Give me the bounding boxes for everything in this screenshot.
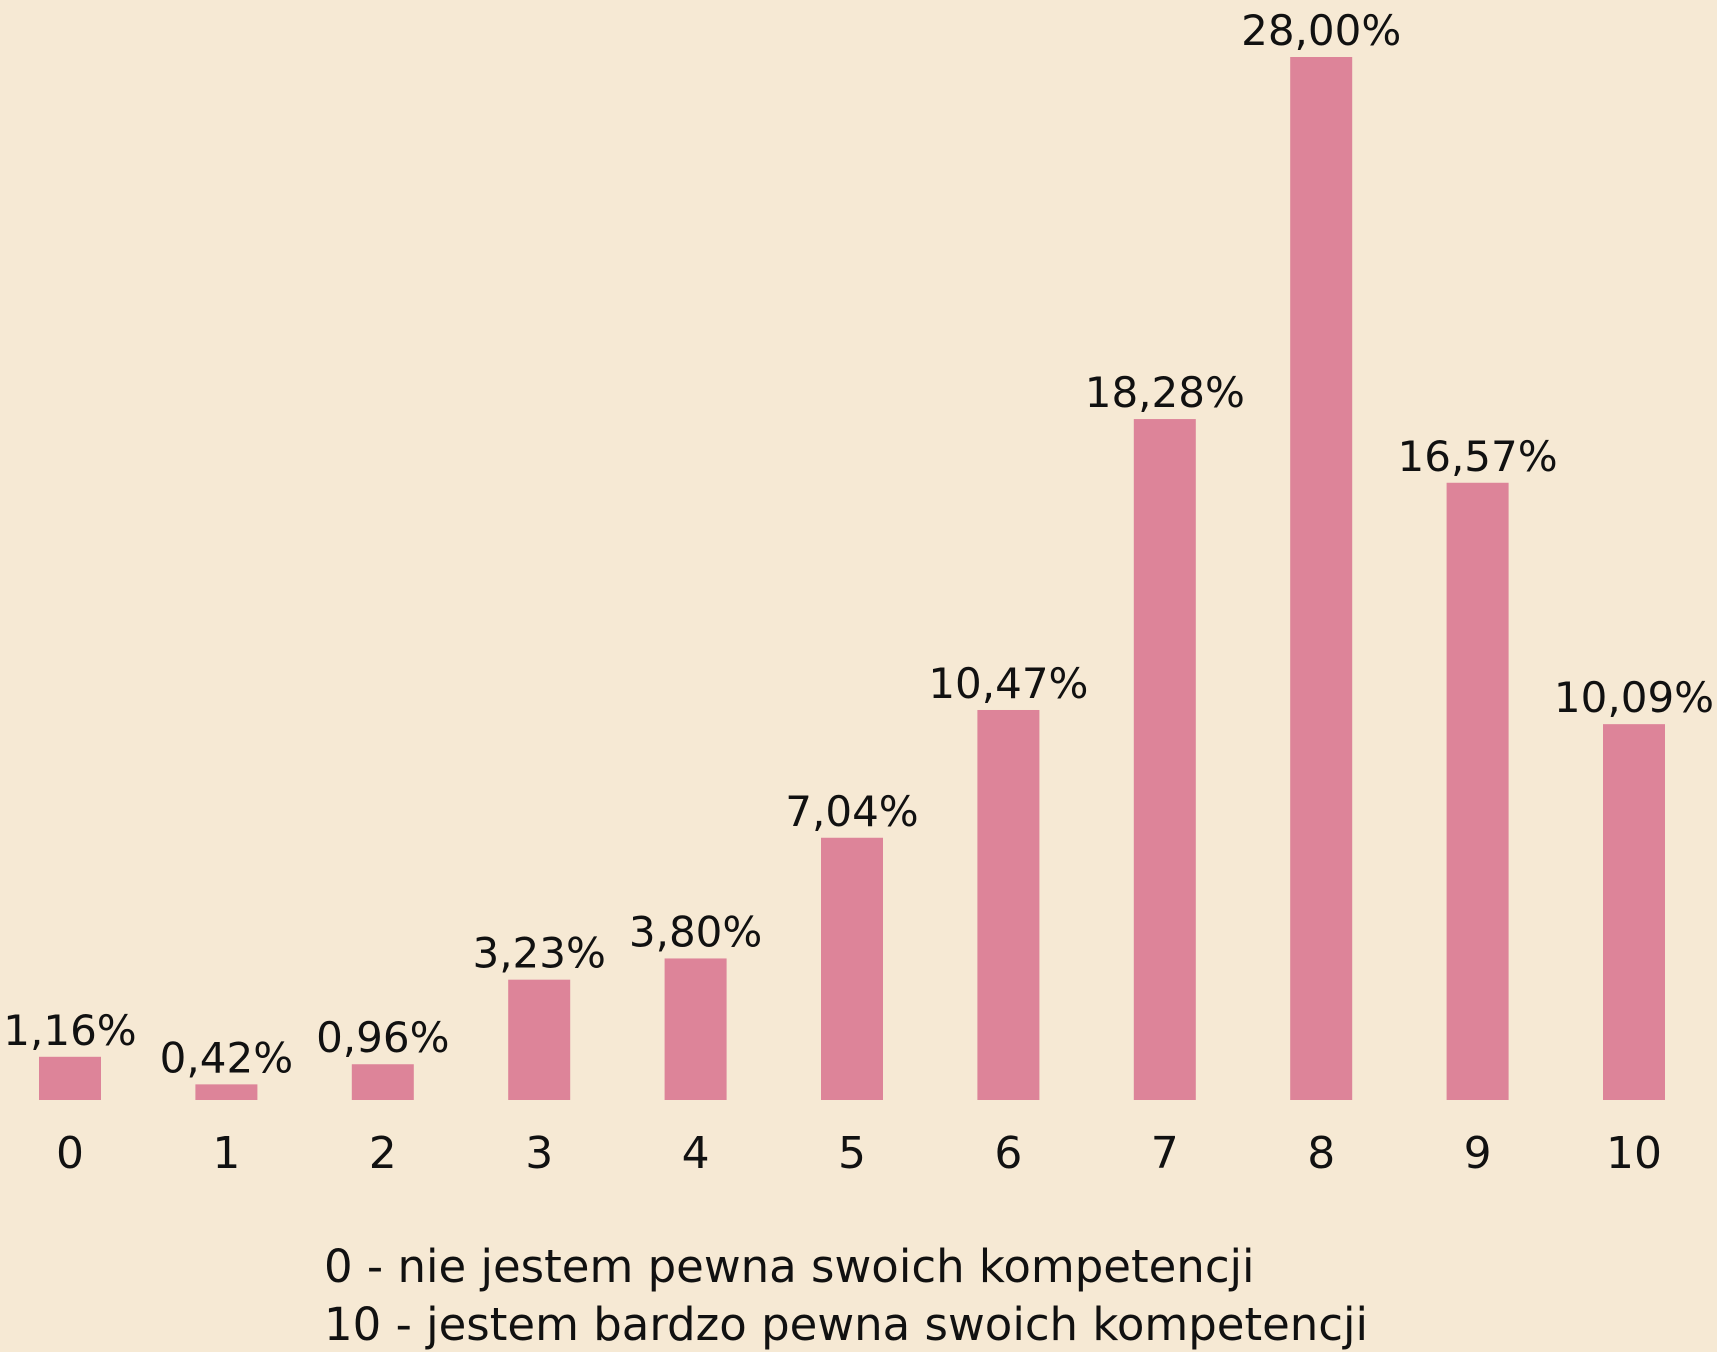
value-label: 7,04% [785, 787, 918, 836]
x-tick-label: 0 [56, 1128, 84, 1179]
x-tick-label: 7 [1151, 1128, 1179, 1179]
x-tick-label: 8 [1307, 1128, 1335, 1179]
x-tick-label: 9 [1464, 1128, 1492, 1179]
bar [39, 1056, 101, 1100]
x-tick-label: 2 [369, 1128, 397, 1179]
x-tick-label: 4 [682, 1128, 710, 1179]
bar [1446, 482, 1509, 1101]
x-tick-label: 3 [525, 1128, 553, 1179]
value-label: 3,80% [629, 907, 762, 956]
value-label: 0,42% [160, 1033, 293, 1082]
value-label: 3,23% [472, 929, 605, 978]
bar [508, 979, 571, 1100]
bar [1603, 724, 1665, 1100]
bar [351, 1064, 414, 1100]
value-label: 1,16% [3, 1006, 136, 1055]
annotation: 10 - jestem bardzo pewna swoich kompeten… [324, 1298, 1368, 1351]
bar [1290, 57, 1353, 1100]
bar [195, 1084, 258, 1100]
value-label: 28,00% [1241, 6, 1401, 55]
bar [821, 837, 883, 1100]
annotation: 0 - nie jestem pewna swoich kompetencji [324, 1240, 1255, 1293]
x-tick-label: 10 [1606, 1128, 1662, 1179]
bar [664, 958, 727, 1100]
value-label: 10,47% [928, 659, 1088, 708]
x-tick-label: 5 [838, 1128, 866, 1179]
x-tick-label: 6 [994, 1128, 1022, 1179]
bar [1133, 419, 1196, 1100]
value-label: 10,09% [1554, 673, 1714, 722]
x-tick-label: 1 [212, 1128, 240, 1179]
value-label: 18,28% [1085, 368, 1245, 417]
bar [977, 709, 1040, 1100]
value-label: 16,57% [1398, 432, 1558, 481]
value-label: 0,96% [316, 1013, 449, 1062]
